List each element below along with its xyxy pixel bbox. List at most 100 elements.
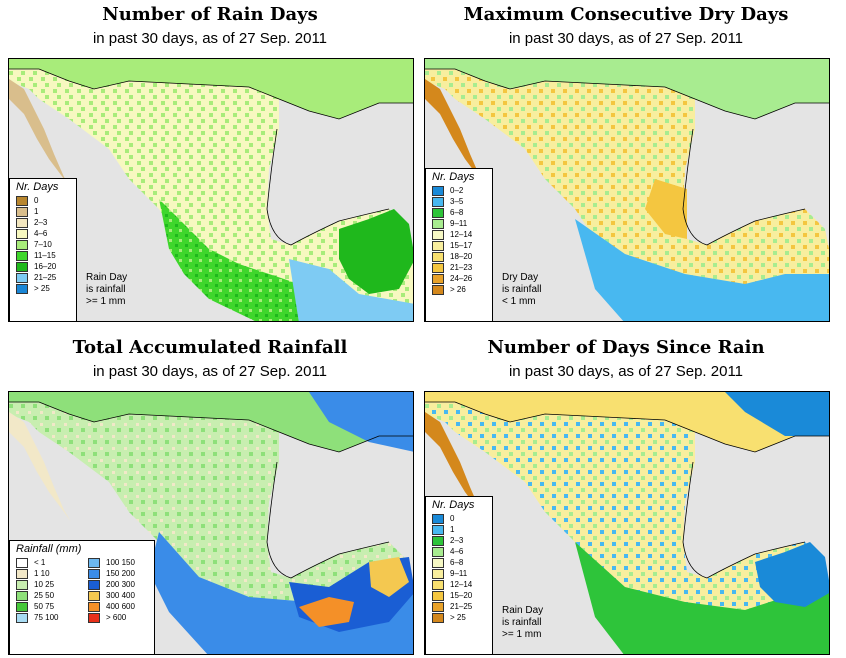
panel-title: Number of Rain Days (102, 4, 318, 25)
legend-swatch (432, 185, 444, 196)
legend-label: > 25 (34, 284, 50, 293)
legend-swatch (88, 579, 100, 590)
legend-row: > 600 (82, 612, 154, 623)
legend-label: 3–5 (450, 197, 464, 206)
legend-swatch (432, 218, 444, 229)
legend-label: 150 200 (106, 569, 135, 578)
legend-swatch (16, 557, 28, 568)
legend-label: 9–11 (450, 219, 468, 228)
panel-subtitle: in past 30 days, as of 27 Sep. 2011 (508, 363, 744, 380)
legend-label: 400 600 (106, 602, 135, 611)
legend-row: 7–10 (10, 239, 76, 250)
legend-swatch (432, 590, 444, 601)
legend-note: Rain Day is rainfall >= 1 mm (86, 272, 128, 307)
legend-label: 4–6 (450, 547, 464, 556)
legend-label: 6–8 (450, 558, 464, 567)
panel-days-since-rain: Number of Days Since Rain in past 30 day… (416, 333, 836, 658)
legend-swatch (16, 283, 28, 294)
panel-total-rainfall: Total Accumulated Rainfall in past 30 da… (0, 333, 420, 658)
legend-swatch (432, 229, 444, 240)
legend-label: 24–26 (450, 274, 473, 283)
legend-label: 15–17 (450, 241, 473, 250)
legend-swatch (432, 546, 444, 557)
legend-label: 0 (34, 196, 39, 205)
map-legend: Nr. Days 0–2 3–5 6–8 9–11 12–14 15–17 18–20 21–… (425, 168, 493, 322)
legend-swatch (88, 601, 100, 612)
legend-items: 0–2 3–5 6–8 9–11 12–14 15–17 18–20 21–23 24–26 > … (426, 185, 492, 295)
legend-label: 0–2 (450, 186, 464, 195)
legend-row: 15–17 (426, 240, 492, 251)
legend-row: 16–20 (10, 261, 76, 272)
legend-note: Rain Day is rainfall >= 1 mm (502, 605, 544, 640)
legend-swatch (432, 524, 444, 535)
panel-title: Total Accumulated Rainfall (72, 337, 348, 358)
legend-label: > 26 (450, 285, 466, 294)
legend-swatch (16, 239, 28, 250)
legend-label: 15–20 (450, 591, 473, 600)
legend-swatch (432, 513, 444, 524)
legend-row: 12–14 (426, 579, 492, 590)
legend-label: 2–3 (450, 536, 464, 545)
legend-swatch (432, 262, 444, 273)
legend-row: 4–6 (10, 228, 76, 239)
legend-row: 25 50 (10, 590, 82, 601)
legend-swatch (432, 196, 444, 207)
legend-swatch (432, 612, 444, 623)
legend-swatch (432, 273, 444, 284)
legend-swatch (88, 568, 100, 579)
legend-label: 21–25 (34, 273, 57, 282)
legend-swatch (432, 601, 444, 612)
legend-label: 1 10 (34, 569, 50, 578)
legend-swatch (432, 207, 444, 218)
legend-label: 25 50 (34, 591, 55, 600)
legend-row: 6–8 (426, 207, 492, 218)
panel-max-dry-days: Maximum Consecutive Dry Days in past 30 … (416, 0, 836, 325)
legend-label: 18–20 (450, 252, 473, 261)
legend-swatch (16, 272, 28, 283)
legend-swatch (432, 251, 444, 262)
legend-swatch (16, 601, 28, 612)
panel-rain-days: Number of Rain Days in past 30 days, as … (0, 0, 420, 325)
legend-swatch (16, 579, 28, 590)
legend-swatch (16, 568, 28, 579)
legend-label: 0 (450, 514, 455, 523)
legend-row: 12–14 (426, 229, 492, 240)
legend-title: Nr. Days (432, 171, 475, 183)
legend-label: 1 (450, 525, 455, 534)
legend-label: 1 (34, 207, 39, 216)
legend-row: 24–26 (426, 273, 492, 284)
legend-row: > 25 (10, 283, 76, 294)
legend-label: 21–23 (450, 263, 473, 272)
legend-swatch (88, 612, 100, 623)
legend-label: 4–6 (34, 229, 48, 238)
legend-items: < 1 1 10 10 25 25 50 50 75 75 100 100 150 150 … (10, 557, 154, 623)
legend-label: > 600 (106, 613, 127, 622)
legend-row: 200 300 (82, 579, 154, 590)
legend-label: < 1 (34, 558, 46, 567)
legend-row: 10 25 (10, 579, 82, 590)
legend-row: 18–20 (426, 251, 492, 262)
legend-swatch (16, 590, 28, 601)
legend-label: 21–25 (450, 602, 473, 611)
legend-row: 0 (10, 195, 76, 206)
legend-swatch (432, 579, 444, 590)
legend-swatch (16, 612, 28, 623)
legend-row: > 25 (426, 612, 492, 623)
legend-swatch (16, 250, 28, 261)
legend-row: 75 100 (10, 612, 82, 623)
legend-label: 300 400 (106, 591, 135, 600)
legend-row: > 26 (426, 284, 492, 295)
legend-title: Nr. Days (16, 181, 59, 193)
legend-row: 21–25 (10, 272, 76, 283)
legend-items: 0 1 2–3 4–6 6–8 9–11 12–14 15–20 21–25 > 25 (426, 513, 492, 623)
legend-label: 7–10 (34, 240, 52, 249)
legend-label: 10 25 (34, 580, 55, 589)
legend-label: 9–11 (450, 569, 468, 578)
legend-row: 21–25 (426, 601, 492, 612)
legend-row: 6–8 (426, 557, 492, 568)
legend-row: 4–6 (426, 546, 492, 557)
legend-row: 0–2 (426, 185, 492, 196)
legend-row: 0 (426, 513, 492, 524)
map-legend: Rainfall (mm) < 1 1 10 10 25 25 50 50 75 75 1… (9, 540, 155, 655)
legend-row: 11–15 (10, 250, 76, 261)
